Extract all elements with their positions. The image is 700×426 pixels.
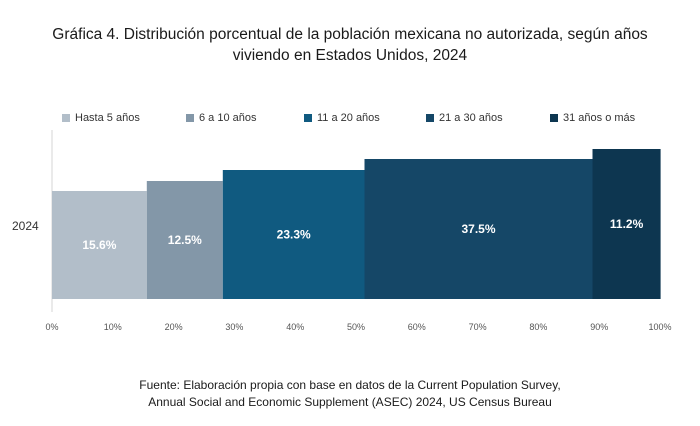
legend-item-6-10: 6 a 10 años [186, 110, 257, 126]
x-tick-label: 70% [469, 322, 487, 332]
x-axis-ticks: 0% 10% 20% 30% 40% 50% 60% 70% 80% 90% 100% [45, 322, 671, 332]
chart-title-line-1: Gráfica 4. Distribución porcentual de la… [52, 26, 648, 43]
legend-item-31-mas: 31 años o más [550, 110, 635, 126]
data-label: 37.5% [461, 222, 495, 236]
source-note: Fuente: Elaboración propia con base en d… [0, 377, 700, 411]
legend-swatch [550, 114, 558, 122]
bar-segment [52, 191, 147, 299]
x-tick-label: 20% [165, 322, 183, 332]
chart-title-line-2: viviendo en Estados Unidos, 2024 [232, 47, 468, 64]
x-tick-label: 90% [590, 322, 608, 332]
x-tick-label: 0% [45, 322, 58, 332]
legend-label: 21 a 30 años [439, 112, 503, 124]
legend-swatch [186, 114, 194, 122]
legend-swatch [426, 114, 434, 122]
data-label: 15.6% [82, 238, 116, 252]
y-category-label: 2024 [12, 219, 39, 233]
legend-swatch [304, 114, 312, 122]
x-tick-label: 100% [648, 322, 671, 332]
x-tick-label: 50% [347, 322, 365, 332]
legend-label: 31 años o más [563, 112, 636, 124]
legend-label: Hasta 5 años [75, 112, 140, 124]
bar-segment [222, 170, 365, 299]
legend-item-21-30: 21 a 30 años [426, 110, 503, 126]
x-tick-label: 40% [286, 322, 304, 332]
legend-item-hasta-5: Hasta 5 años [62, 110, 140, 126]
bar-segments: 15.6% 12.5% 23.3% 37.5% 11.2% [52, 149, 661, 299]
legend-label: 6 a 10 años [199, 112, 257, 124]
x-tick-label: 30% [225, 322, 243, 332]
legend-swatch [62, 114, 70, 122]
chart-title: Gráfica 4. Distribución porcentual de la… [0, 24, 700, 66]
chart-legend: Hasta 5 años 6 a 10 años 11 a 20 años 21… [62, 110, 682, 126]
bar-segment [146, 181, 223, 299]
source-line-1: Fuente: Elaboración propia con base en d… [139, 378, 561, 392]
x-tick-label: 10% [104, 322, 122, 332]
data-label: 12.5% [168, 233, 202, 247]
x-tick-label: 80% [529, 322, 547, 332]
source-line-2: Annual Social and Economic Supplement (A… [148, 395, 552, 409]
data-label: 11.2% [610, 217, 644, 231]
legend-item-11-20: 11 a 20 años [304, 110, 380, 126]
legend-label: 11 a 20 años [317, 112, 380, 124]
bar-segment [592, 149, 661, 299]
data-label: 23.3% [277, 228, 311, 242]
bar-segment [364, 159, 593, 299]
x-tick-label: 60% [408, 322, 426, 332]
